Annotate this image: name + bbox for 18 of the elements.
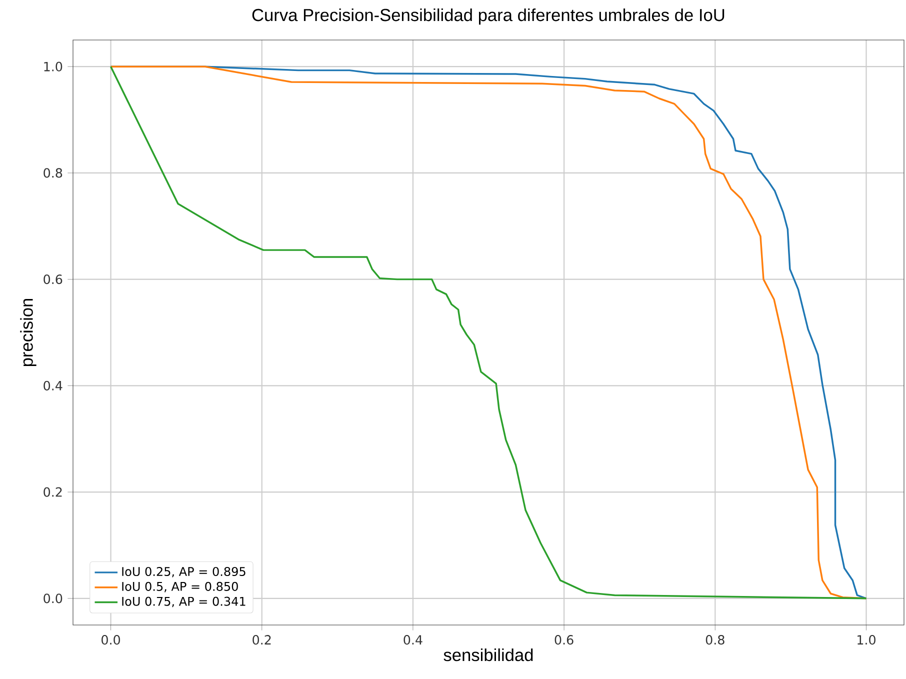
- y-axis-title: precision: [20, 298, 36, 366]
- y-tick-label: 0.0: [44, 594, 62, 604]
- x-tick-label: 0.0: [102, 635, 120, 645]
- x-tick-label: 1.0: [858, 635, 876, 645]
- x-axis-title: sensibilidad: [444, 648, 533, 662]
- y-tick-label: 1.0: [44, 62, 62, 72]
- x-tick-label: 0.4: [404, 635, 422, 645]
- y-tick-label: 0.2: [44, 487, 62, 497]
- x-tick-label: 0.8: [706, 635, 724, 645]
- y-tick-label: 0.6: [44, 274, 62, 284]
- y-tick-label: 0.8: [44, 168, 62, 178]
- legend-label: IoU 0.25, AP = 0.895: [122, 566, 246, 578]
- chart-title: Curva Precision-Sensibilidad para diferentes umbrales de IoU: [252, 8, 724, 25]
- x-tick-label: 0.2: [252, 635, 271, 645]
- legend-label: IoU 0.5, AP = 0.850: [122, 582, 238, 592]
- legend-label: IoU 0.75, AP = 0.341: [122, 596, 246, 608]
- x-tick-label: 0.6: [554, 635, 574, 645]
- y-tick-label: 0.4: [44, 380, 62, 390]
